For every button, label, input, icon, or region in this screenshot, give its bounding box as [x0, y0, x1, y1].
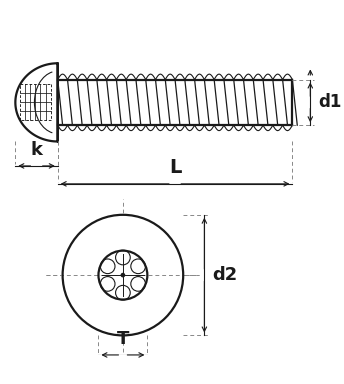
Circle shape — [121, 273, 125, 277]
Text: d1: d1 — [319, 93, 342, 111]
Text: d2: d2 — [213, 266, 238, 284]
Text: L: L — [169, 158, 181, 177]
Text: T: T — [117, 330, 129, 348]
Text: k: k — [31, 141, 43, 159]
